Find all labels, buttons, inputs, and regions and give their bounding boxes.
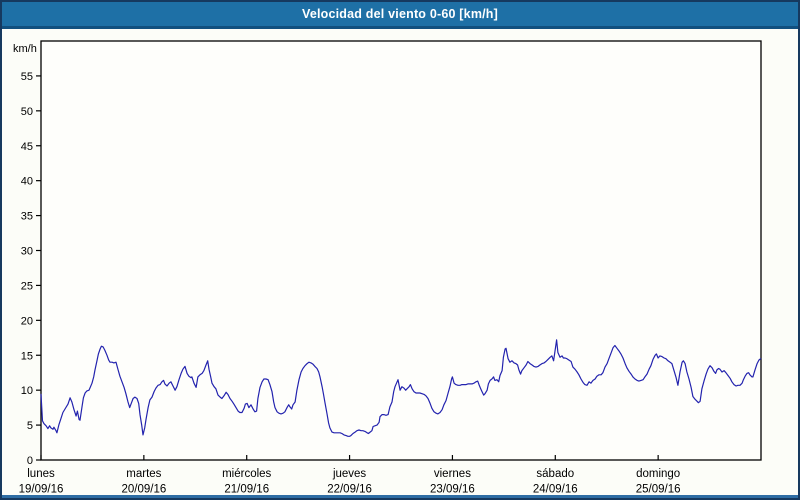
x-date-label: 22/09/16 — [327, 484, 372, 496]
bottom-border-strip — [2, 495, 798, 498]
x-date-label: 25/09/16 — [636, 484, 681, 496]
y-tick-label: 20 — [21, 315, 33, 327]
y-tick-label: 45 — [21, 141, 33, 153]
y-tick-label: 25 — [21, 280, 33, 292]
y-tick-label: 0 — [27, 455, 33, 467]
x-date-label: 21/09/16 — [224, 484, 269, 496]
window-title: Velocidad del viento 0-60 [km/h] — [301, 7, 499, 21]
x-axis-labels: lunes 19/09/16 martes 20/09/16 miércoles 21/0… — [19, 468, 681, 496]
y-tick-label: 5 — [27, 420, 33, 432]
y-tick-label: 50 — [21, 106, 33, 118]
x-date-label: 19/09/16 — [19, 484, 64, 496]
wind-speed-line — [40, 339, 762, 437]
x-day-label: jueves — [332, 468, 366, 480]
y-tick-label: 35 — [21, 211, 33, 223]
x-date-label: 23/09/16 — [430, 484, 475, 496]
x-day-label: miércoles — [222, 468, 271, 480]
y-tick-label: 15 — [21, 350, 33, 362]
y-tick-label: 30 — [21, 246, 33, 258]
plot-area — [40, 40, 762, 461]
y-tick-label: 10 — [21, 385, 33, 397]
x-day-label: sábado — [536, 468, 574, 480]
x-day-label: lunes — [27, 468, 55, 480]
title-bar: Velocidad del viento 0-60 [km/h] — [2, 2, 798, 29]
axis-ticks — [36, 75, 659, 461]
wind-speed-series — [40, 339, 762, 437]
y-tick-label: 40 — [21, 176, 33, 188]
y-axis-labels: 0 5 10 15 20 25 30 35 40 45 50 55 — [21, 71, 33, 467]
x-day-label: domingo — [636, 468, 680, 480]
x-date-label: 20/09/16 — [121, 484, 166, 496]
y-tick-label: 55 — [21, 71, 33, 83]
x-date-label: 24/09/16 — [533, 484, 578, 496]
x-day-label: viernes — [434, 468, 471, 480]
axis-frame — [40, 40, 762, 461]
x-day-label: martes — [126, 468, 161, 480]
y-axis-unit-label: km/h — [13, 43, 37, 55]
